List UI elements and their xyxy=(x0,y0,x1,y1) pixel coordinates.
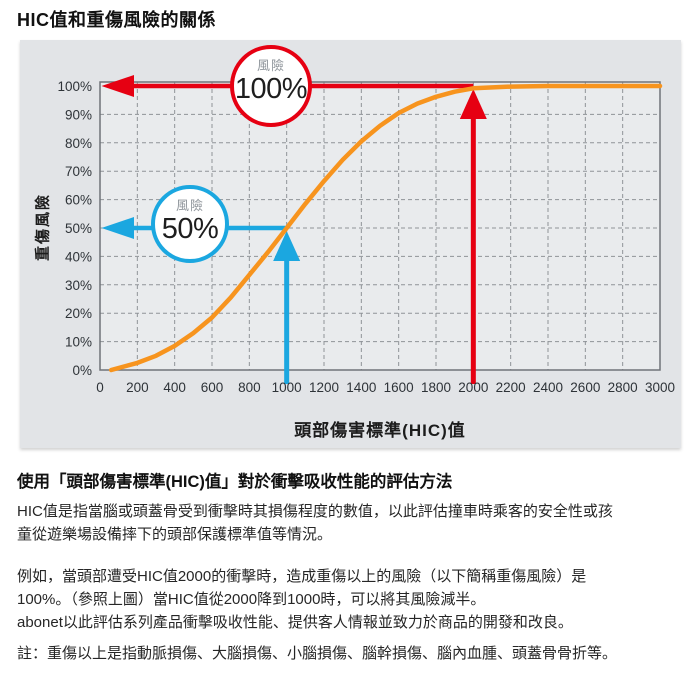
risk-50-badge-label: 風險 xyxy=(175,198,204,213)
risk-100-badge: 風險 100% xyxy=(230,45,312,127)
y-tick-label: 100% xyxy=(57,79,92,94)
x-tick-label: 1800 xyxy=(421,380,451,395)
y-tick-label: 10% xyxy=(65,335,92,350)
x-tick-label: 600 xyxy=(201,380,224,395)
risk-50-badge-value: 50% xyxy=(161,213,219,245)
x-tick-label: 2200 xyxy=(496,380,526,395)
risk-100-badge-value: 100% xyxy=(234,73,308,105)
x-tick-label: 3000 xyxy=(645,380,675,395)
figure-title: HIC值和重傷風險的關係 xyxy=(17,10,216,30)
risk-100-badge-label: 風險 xyxy=(256,58,285,73)
y-axis-title: 重傷風險 xyxy=(34,192,52,262)
y-tick-label: 80% xyxy=(65,136,92,151)
risk-50-badge: 風險 50% xyxy=(151,185,229,263)
x-tick-label: 2600 xyxy=(570,380,600,395)
annotation-arrowhead-up xyxy=(273,231,301,261)
x-tick-label: 2800 xyxy=(608,380,638,395)
x-tick-label: 200 xyxy=(126,380,149,395)
y-tick-label: 70% xyxy=(65,164,92,179)
x-tick-label: 1400 xyxy=(346,380,376,395)
x-tick-label: 1200 xyxy=(309,380,339,395)
y-tick-label: 50% xyxy=(65,221,92,236)
annotation-arrowhead-left xyxy=(101,217,134,239)
x-tick-label: 1000 xyxy=(272,380,302,395)
y-tick-label: 40% xyxy=(65,249,92,264)
y-tick-label: 0% xyxy=(72,363,92,378)
plot-border xyxy=(99,81,661,371)
body-paragraph-1: HIC值是指當腦或頭蓋骨受到衝擊時其損傷程度的數值，以此評估撞車時乘客的安全性或… xyxy=(17,503,613,543)
x-tick-label: 400 xyxy=(163,380,186,395)
y-tick-label: 20% xyxy=(65,306,92,321)
annotation-arrowhead-left xyxy=(101,75,134,97)
x-tick-label: 2000 xyxy=(458,380,488,395)
x-tick-label: 1600 xyxy=(384,380,414,395)
y-tick-label: 90% xyxy=(65,107,92,122)
body-paragraph-2: 例如，當頭部遭受HIC值2000的衝擊時，造成重傷以上的風險（以下簡稱重傷風險）… xyxy=(17,568,587,631)
chart-panel: 100% 90% 80% 70% 60% 50% 40% 30% 20% 10% 0% 0 200 400… xyxy=(20,40,681,448)
x-tick-label: 2400 xyxy=(533,380,563,395)
risk-curve-chart: 100% 90% 80% 70% 60% 50% 40% 30% 20% 10% 0% 0 200 400… xyxy=(57,75,675,395)
x-tick-label: 800 xyxy=(238,380,261,395)
footnote: 註：重傷以上是指動脈損傷、大腦損傷、小腦損傷、腦幹損傷、腦內血腫、頭蓋骨骨折等。 xyxy=(17,645,618,662)
x-tick-label: 0 xyxy=(96,380,104,395)
y-tick-label: 30% xyxy=(65,278,92,293)
annotation-arrowhead-up xyxy=(459,89,487,119)
x-axis-title: 頭部傷害標準(HIC)值 xyxy=(294,421,466,440)
injury-risk-curve xyxy=(108,83,663,373)
y-tick-label: 60% xyxy=(65,193,92,208)
section-heading: 使用「頭部傷害標準(HIC)值」對於衝擊吸收性能的評估方法 xyxy=(17,473,453,491)
